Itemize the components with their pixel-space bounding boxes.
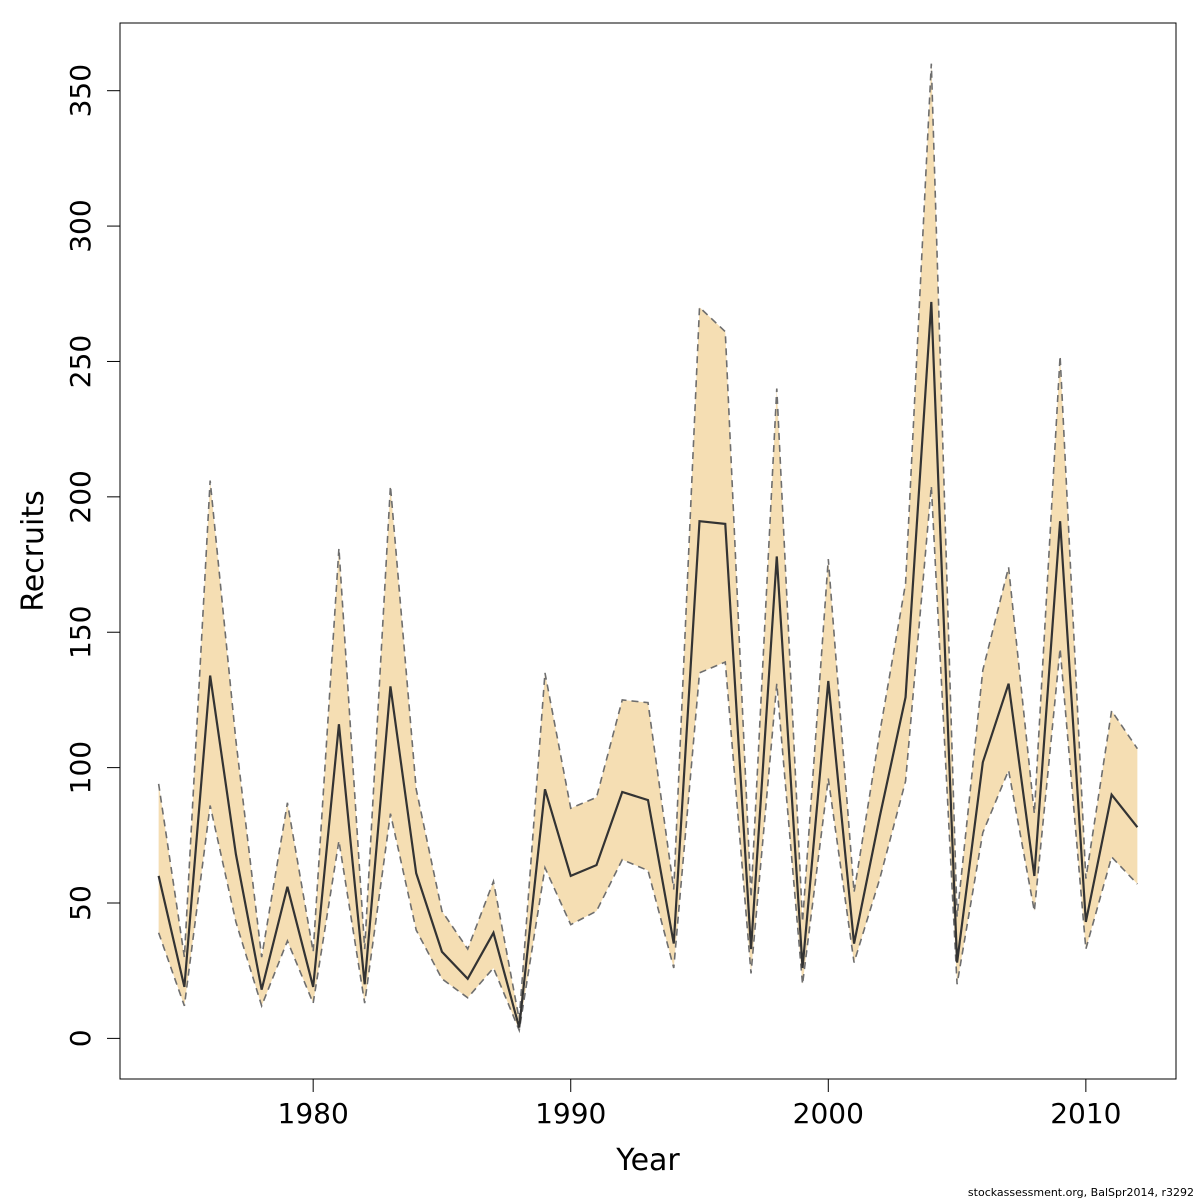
confidence-band [158, 63, 1138, 1031]
y-tick-label: 350 [64, 64, 97, 117]
x-tick-label: 2010 [1050, 1097, 1121, 1130]
footer-credit: stockassessment.org, BalSpr2014, r3292 [968, 1186, 1194, 1199]
x-axis-title: Year [615, 1143, 680, 1178]
y-tick-label: 250 [64, 335, 97, 388]
lower-bound-line [157, 485, 1138, 1034]
x-tick-label: 2000 [793, 1097, 864, 1130]
y-tick-label: 150 [64, 606, 97, 659]
confidence-band-layer [158, 63, 1138, 1031]
y-axis-title: Recruits [16, 490, 51, 612]
y-tick-label: 0 [64, 1029, 97, 1047]
y-tick-label: 300 [64, 199, 97, 252]
estimate-line [157, 301, 1139, 1028]
y-tick-label: 100 [64, 741, 97, 794]
x-tick-label: 1990 [535, 1097, 606, 1130]
y-tick-label: 200 [64, 470, 97, 523]
y-tick-label: 50 [64, 885, 97, 921]
x-tick-label: 1980 [278, 1097, 349, 1130]
upper-bound-line [157, 63, 1139, 1020]
x-axis: 1980 1990 2000 2010 [278, 1078, 1121, 1130]
series-line-layer [157, 63, 1139, 1034]
y-axis: 0 50 100 150 200 250 300 350 [64, 64, 121, 1047]
